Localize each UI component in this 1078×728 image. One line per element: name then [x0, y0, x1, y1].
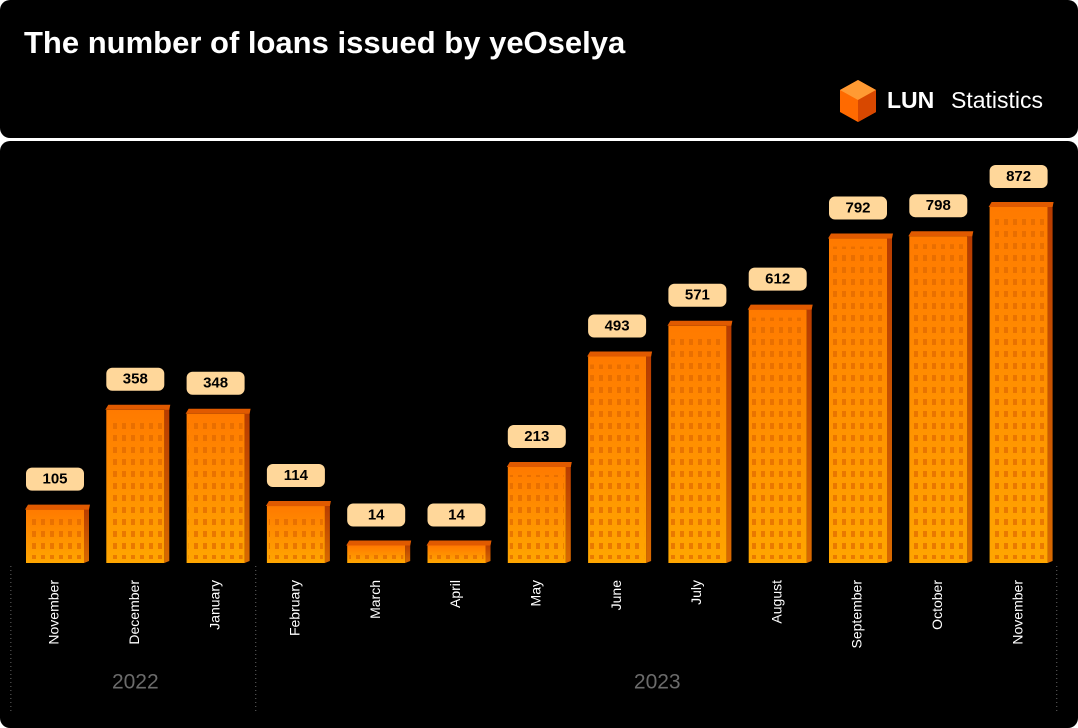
bar-windows: [911, 244, 966, 559]
value-label-bg: [427, 503, 486, 527]
value-label: 612: [765, 271, 790, 288]
value-label: 493: [605, 317, 630, 334]
bar-group: [908, 231, 974, 563]
bar-windows: [509, 474, 564, 559]
value-label: 213: [524, 428, 549, 445]
value-label: 872: [1006, 168, 1031, 185]
bar-side: [324, 504, 330, 563]
bar-roof: [587, 351, 653, 357]
value-label: 105: [42, 471, 67, 488]
bar-group: [105, 404, 171, 563]
bar-group: [587, 351, 653, 563]
bar-windows: [590, 364, 645, 559]
bar-side: [967, 234, 973, 563]
x-tick-label: December: [126, 580, 142, 645]
bar-windows: [991, 215, 1046, 559]
bar-side: [485, 543, 491, 563]
bar-group: [667, 320, 733, 563]
bar-group: [185, 408, 251, 563]
value-label: 798: [926, 197, 951, 214]
bar-roof: [185, 408, 251, 414]
x-tick-label: November: [1009, 580, 1025, 645]
bar-windows: [670, 333, 725, 559]
bar-group: [265, 501, 331, 563]
value-label: 792: [845, 200, 870, 217]
bar-group: [747, 304, 813, 563]
value-label-bg: [186, 371, 245, 395]
bar-side: [405, 543, 411, 563]
bar-roof: [747, 304, 813, 310]
bar-roof: [828, 233, 893, 239]
value-label-bg: [588, 314, 647, 338]
x-tick-label: October: [929, 580, 945, 630]
value-label-bg: [26, 467, 84, 491]
bar-side: [887, 236, 892, 563]
x-tick-label: November: [46, 580, 62, 645]
bar-group: [828, 233, 893, 563]
x-tick-label: September: [849, 580, 865, 649]
x-tick-label: April: [447, 580, 463, 608]
x-tick-label: January: [206, 580, 222, 630]
bar-roof: [426, 540, 492, 546]
bar-side: [565, 464, 571, 563]
bar-windows: [349, 553, 404, 559]
logo-icon: [840, 80, 876, 122]
bar-roof: [667, 320, 733, 326]
bar-windows: [429, 553, 484, 559]
value-label-bg: [989, 165, 1048, 188]
bar-roof: [346, 540, 412, 546]
value-label: 14: [448, 506, 465, 523]
bar-windows: [28, 517, 82, 559]
value-label-bg: [909, 194, 968, 218]
bar-windows: [108, 417, 163, 559]
x-tick-label: August: [768, 580, 784, 624]
value-label-bg: [748, 267, 807, 291]
value-label-bg: [266, 464, 325, 488]
logo-text: Statistics: [951, 87, 1043, 113]
value-label-bg: [347, 503, 406, 527]
bar-windows: [831, 246, 885, 559]
bar-side: [244, 411, 250, 563]
bar-side: [646, 354, 652, 563]
value-label-bg: [106, 367, 165, 391]
x-tick-label: February: [287, 580, 303, 636]
bar-group: [426, 540, 492, 563]
bar-side: [1047, 205, 1053, 563]
year-label: 2022: [112, 671, 159, 694]
bar-side: [164, 407, 170, 563]
value-label-bg: [829, 196, 887, 220]
value-label: 348: [203, 375, 228, 392]
bar-group: [988, 202, 1054, 563]
value-label-bg: [668, 283, 727, 307]
bar-side: [84, 507, 89, 563]
bar-windows: [750, 317, 805, 559]
value-label: 358: [123, 371, 148, 388]
header-panel: [0, 0, 1078, 138]
value-label: 571: [685, 287, 710, 304]
value-label-bg: [507, 424, 566, 448]
bar-roof: [105, 404, 171, 410]
bar-roof: [265, 501, 331, 507]
chart-title: The number of loans issued by yeOselya: [24, 25, 626, 60]
bar-roof: [25, 504, 90, 510]
x-tick-label: June: [608, 580, 624, 611]
logo-brand: LUN: [887, 87, 934, 113]
x-tick-label: March: [367, 580, 383, 619]
bar-group: [346, 540, 412, 563]
bar-group: [506, 461, 572, 563]
year-label: 2023: [634, 671, 681, 694]
bar-side: [726, 323, 732, 563]
value-label: 114: [284, 467, 309, 484]
bar-group: [25, 504, 90, 563]
bar-roof: [506, 461, 572, 467]
bar-roof: [908, 231, 974, 237]
bar-roof: [988, 202, 1054, 207]
bar-windows: [268, 514, 323, 559]
x-tick-label: July: [688, 580, 704, 605]
x-tick-label: May: [528, 580, 544, 606]
bar-side: [806, 307, 812, 563]
bar-windows: [188, 421, 243, 559]
value-label: 14: [368, 506, 385, 523]
